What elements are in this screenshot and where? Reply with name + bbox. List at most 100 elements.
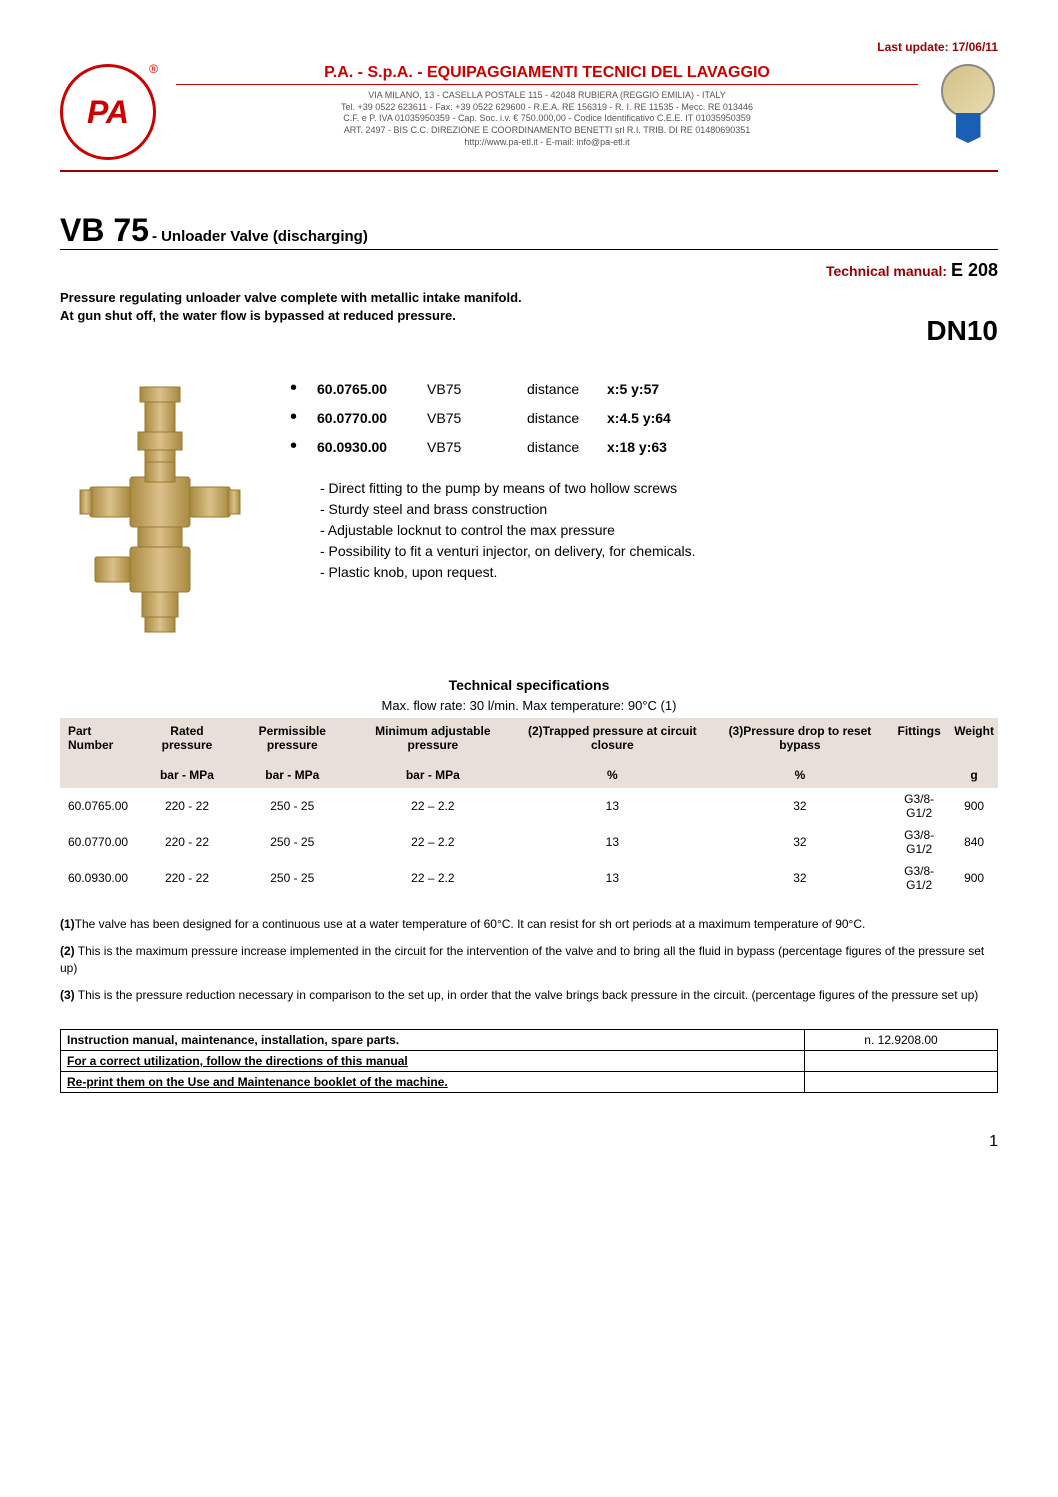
notes-section: (1)The valve has been designed for a con… xyxy=(60,916,998,1003)
feature-item: - Sturdy steel and brass construction xyxy=(320,499,998,520)
feature-item: - Direct fitting to the pump by means of… xyxy=(320,478,998,499)
spec-cell: 60.0770.00 xyxy=(60,824,142,860)
logo-text: PA xyxy=(87,94,129,131)
manual-row-3: Re-print them on the Use and Maintenance… xyxy=(61,1071,805,1092)
part-distance-label: distance xyxy=(527,381,607,397)
cert-badge-icon xyxy=(938,64,998,134)
part-model: VB75 xyxy=(427,410,527,426)
spec-unit-cell: % xyxy=(513,758,712,788)
valve-image xyxy=(60,377,260,637)
registered-mark: ® xyxy=(149,62,158,76)
product-code: VB 75 xyxy=(60,212,149,249)
part-coords: x:18 y:63 xyxy=(607,439,667,455)
part-distance-label: distance xyxy=(527,439,607,455)
table-row: 60.0930.00220 - 22250 - 2522 – 2.21332G3… xyxy=(60,860,998,896)
table-row: 60.0770.00220 - 22250 - 2522 – 2.21332G3… xyxy=(60,824,998,860)
part-number: 60.0770.00 xyxy=(317,410,427,426)
part-coords: x:5 y:57 xyxy=(607,381,659,397)
spec-unit-cell: bar - MPa xyxy=(353,758,513,788)
spec-unit-cell: bar - MPa xyxy=(142,758,232,788)
manual-row-2: For a correct utilization, follow the di… xyxy=(61,1050,805,1071)
header-company-info: P.A. - S.p.A. - EQUIPAGGIAMENTI TECNICI … xyxy=(176,64,918,148)
manual-ref-value: E 208 xyxy=(951,260,998,280)
note-2: (2) This is the maximum pressure increas… xyxy=(60,943,998,977)
note-3: (3) This is the pressure reduction neces… xyxy=(60,987,998,1004)
part-row: • 60.0765.00 VB75 distance x:5 y:57 xyxy=(290,377,998,400)
company-address: VIA MILANO, 13 - CASELLA POSTALE 115 - 4… xyxy=(176,90,918,148)
spec-header-cell: (2)Trapped pressure at circuit closure xyxy=(513,718,712,758)
page-number: 1 xyxy=(60,1133,998,1151)
spec-cell: 32 xyxy=(712,824,888,860)
bullet-icon: • xyxy=(290,406,297,429)
address-line: C.F. e P. IVA 01035950359 - Cap. Soc. i.… xyxy=(176,113,918,125)
manual-row-1-right: n. 12.9208.00 xyxy=(805,1029,998,1050)
spec-table-body: 60.0765.00220 - 22250 - 2522 – 2.21332G3… xyxy=(60,788,998,896)
spec-cell: 220 - 22 xyxy=(142,824,232,860)
product-title-row: VB 75 - Unloader Valve (discharging) xyxy=(60,212,998,250)
bullet-icon: • xyxy=(290,377,297,400)
spec-cell: G3/8-G1/2 xyxy=(888,824,950,860)
spec-cell: 250 - 25 xyxy=(232,824,353,860)
part-model: VB75 xyxy=(427,439,527,455)
address-line: http://www.pa-etl.it - E-mail: info@pa-e… xyxy=(176,137,918,149)
feature-item: - Plastic knob, upon request. xyxy=(320,562,998,583)
spec-table: Part NumberRated pressurePermissible pre… xyxy=(60,718,998,896)
tech-spec-title: Technical specifications xyxy=(60,677,998,693)
document-header: PA ® P.A. - S.p.A. - EQUIPAGGIAMENTI TEC… xyxy=(60,64,998,172)
spec-unit-cell: bar - MPa xyxy=(232,758,353,788)
valve-illustration xyxy=(60,377,260,637)
spec-cell: 900 xyxy=(950,860,998,896)
spec-cell: 13 xyxy=(513,788,712,824)
spec-cell: 22 – 2.2 xyxy=(353,788,513,824)
manual-reference: Technical manual: E 208 xyxy=(60,260,998,281)
spec-table-units: bar - MPabar - MPabar - MPa%%g xyxy=(60,758,998,788)
spec-cell: G3/8-G1/2 xyxy=(888,860,950,896)
features-list: - Direct fitting to the pump by means of… xyxy=(320,478,998,583)
part-row: • 60.0930.00 VB75 distance x:18 y:63 xyxy=(290,435,998,458)
part-number: 60.0765.00 xyxy=(317,381,427,397)
note-1: (1)The valve has been designed for a con… xyxy=(60,916,998,933)
last-update-text: Last update: 17/06/11 xyxy=(60,40,998,54)
spec-cell: 220 - 22 xyxy=(142,860,232,896)
address-line: Tel. +39 0522 623611 - Fax. +39 0522 629… xyxy=(176,102,918,114)
spec-cell: 22 – 2.2 xyxy=(353,824,513,860)
feature-item: - Possibility to fit a venturi injector,… xyxy=(320,541,998,562)
manual-row-2-right xyxy=(805,1050,998,1071)
address-line: VIA MILANO, 13 - CASELLA POSTALE 115 - 4… xyxy=(176,90,918,102)
part-number: 60.0930.00 xyxy=(317,439,427,455)
spec-cell: 32 xyxy=(712,860,888,896)
part-distance-label: distance xyxy=(527,410,607,426)
spec-cell: 13 xyxy=(513,824,712,860)
spec-cell: 13 xyxy=(513,860,712,896)
manual-ref-label: Technical manual: xyxy=(826,263,951,279)
spec-cell: 840 xyxy=(950,824,998,860)
spec-unit-cell xyxy=(60,758,142,788)
address-line: ART. 2497 - BIS C.C. DIREZIONE E COORDIN… xyxy=(176,125,918,137)
main-content: • 60.0765.00 VB75 distance x:5 y:57 • 60… xyxy=(60,377,998,637)
spec-cell: G3/8-G1/2 xyxy=(888,788,950,824)
spec-cell: 220 - 22 xyxy=(142,788,232,824)
table-row: 60.0765.00220 - 22250 - 2522 – 2.21332G3… xyxy=(60,788,998,824)
part-coords: x:4.5 y:64 xyxy=(607,410,671,426)
description-line: Pressure regulating unloader valve compl… xyxy=(60,289,998,307)
parts-list: • 60.0765.00 VB75 distance x:5 y:57 • 60… xyxy=(290,377,998,458)
spec-unit-cell xyxy=(888,758,950,788)
manual-ref-table: Instruction manual, maintenance, install… xyxy=(60,1029,998,1093)
spec-table-header: Part NumberRated pressurePermissible pre… xyxy=(60,718,998,758)
spec-header-cell: Fittings xyxy=(888,718,950,758)
spec-header-cell: Permissible pressure xyxy=(232,718,353,758)
spec-cell: 32 xyxy=(712,788,888,824)
part-row: • 60.0770.00 VB75 distance x:4.5 y:64 xyxy=(290,406,998,429)
company-title: P.A. - S.p.A. - EQUIPAGGIAMENTI TECNICI … xyxy=(176,64,918,85)
spec-cell: 900 xyxy=(950,788,998,824)
bullet-icon: • xyxy=(290,435,297,458)
part-model: VB75 xyxy=(427,381,527,397)
manual-row-1-left: Instruction manual, maintenance, install… xyxy=(61,1029,805,1050)
spec-cell: 60.0930.00 xyxy=(60,860,142,896)
company-logo: PA ® xyxy=(60,64,156,160)
spec-cell: 60.0765.00 xyxy=(60,788,142,824)
tech-spec-subtitle: Max. flow rate: 30 l/min. Max temperatur… xyxy=(60,698,998,713)
parts-section: • 60.0765.00 VB75 distance x:5 y:57 • 60… xyxy=(290,377,998,637)
spec-unit-cell: % xyxy=(712,758,888,788)
spec-cell: 250 - 25 xyxy=(232,860,353,896)
